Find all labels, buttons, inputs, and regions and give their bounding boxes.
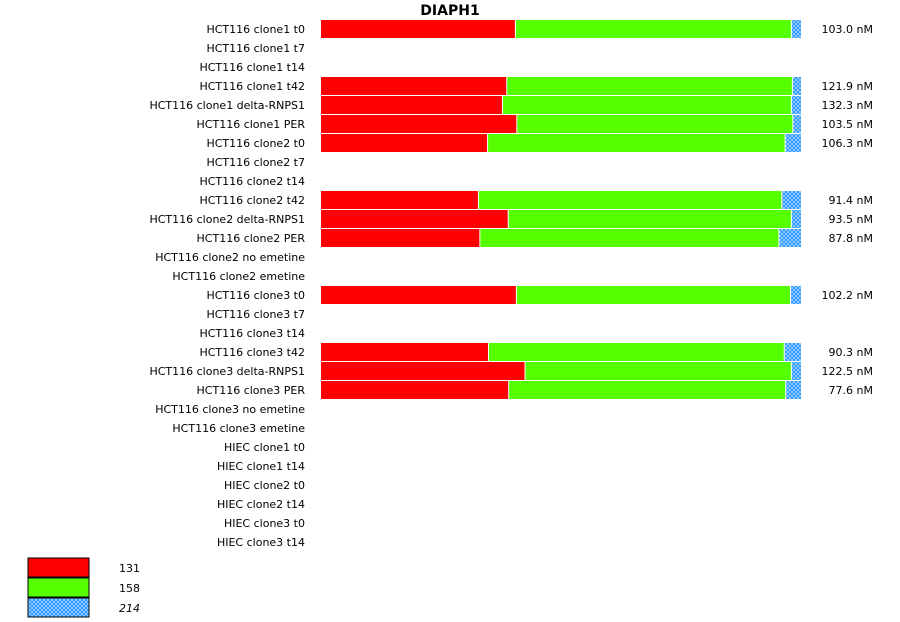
legend-swatch-131 <box>27 557 90 578</box>
bar-segment-131-hct116-clone1-t0 <box>321 20 516 38</box>
bar-segment-131-hct116-clone3-t0 <box>321 286 517 304</box>
bar-segment-158-hct116-clone2-t0 <box>487 134 786 152</box>
row-total-hct116-clone3-per: 77.6 nM <box>829 384 873 397</box>
bar-segment-158-hct116-clone1-per <box>516 115 793 133</box>
bar-segment-131-hct116-clone1-delta-rnps1 <box>321 96 503 114</box>
bar-segment-158-hct116-clone1-delta-rnps1 <box>502 96 792 114</box>
row-total-hct116-clone1-per: 103.5 nM <box>822 118 873 131</box>
row-label-hct116-clone1-t7: HCT116 clone1 t7 <box>206 42 305 55</box>
bar-segment-214-hct116-clone3-delta-rnps1 <box>791 362 801 380</box>
row-total-hct116-clone2-delta-rnps1: 93.5 nM <box>829 213 873 226</box>
row-label-hct116-clone2-per: HCT116 clone2 PER <box>197 232 306 245</box>
row-label-hct116-clone3-t14: HCT116 clone3 t14 <box>199 327 305 340</box>
bar-segment-214-hct116-clone2-per <box>778 229 801 247</box>
row-total-hct116-clone3-t0: 102.2 nM <box>822 289 873 302</box>
bar-segment-158-hct116-clone3-delta-rnps1 <box>525 362 792 380</box>
row-label-hct116-clone3-delta-rnps1: HCT116 clone3 delta-RNPS1 <box>149 365 305 378</box>
row-label-hct116-clone2-t14: HCT116 clone2 t14 <box>199 175 305 188</box>
bar-segment-131-hct116-clone3-delta-rnps1 <box>321 362 525 380</box>
chart-legend: 131 158 214 <box>27 557 140 618</box>
row-label-hct116-clone3-t0: HCT116 clone3 t0 <box>206 289 305 302</box>
row-label-hct116-clone2-emetine: HCT116 clone2 emetine <box>172 270 305 283</box>
bar-segment-158-hct116-clone1-t0 <box>515 20 792 38</box>
bar-segment-131-hct116-clone2-t0 <box>321 134 488 152</box>
legend-label-158: 158 <box>119 582 140 595</box>
bar-segment-131-hct116-clone3-t42 <box>321 343 489 361</box>
row-label-hiec-clone2-t14: HIEC clone2 t14 <box>217 498 305 511</box>
row-total-hct116-clone1-t42: 121.9 nM <box>822 80 873 93</box>
row-total-hct116-clone2-t42: 91.4 nM <box>829 194 873 207</box>
row-label-hct116-clone1-delta-rnps1: HCT116 clone1 delta-RNPS1 <box>149 99 305 112</box>
row-total-hct116-clone1-delta-rnps1: 132.3 nM <box>822 99 873 112</box>
row-label-hiec-clone3-t14: HIEC clone3 t14 <box>217 536 305 549</box>
legend-label-214: 214 <box>119 602 140 615</box>
row-label-hct116-clone2-delta-rnps1: HCT116 clone2 delta-RNPS1 <box>149 213 305 226</box>
row-label-hct116-clone2-t0: HCT116 clone2 t0 <box>206 137 305 150</box>
bar-segment-214-hct116-clone1-t42 <box>792 77 801 95</box>
row-total-hct116-clone2-per: 87.8 nM <box>829 232 873 245</box>
row-label-hct116-clone1-t0: HCT116 clone1 t0 <box>206 23 305 36</box>
bar-segment-214-hct116-clone1-delta-rnps1 <box>791 96 801 114</box>
row-label-hct116-clone3-per: HCT116 clone3 PER <box>197 384 306 397</box>
bar-segment-131-hct116-clone3-per <box>321 381 509 399</box>
row-label-hiec-clone3-t0: HIEC clone3 t0 <box>224 517 305 530</box>
bar-segment-214-hct116-clone1-t0 <box>791 20 801 38</box>
row-label-hct116-clone2-no-emetine: HCT116 clone2 no emetine <box>155 251 305 264</box>
row-label-hiec-clone1-t14: HIEC clone1 t14 <box>217 460 305 473</box>
bar-segment-158-hct116-clone1-t42 <box>506 77 793 95</box>
legend-swatch-158 <box>27 577 90 598</box>
row-label-hct116-clone2-t42: HCT116 clone2 t42 <box>199 194 305 207</box>
chart-title: DIAPH1 <box>420 3 479 19</box>
chart-rows: HCT116 clone1 t0 103.0 nM HCT116 clone1 t7… <box>149 20 873 549</box>
bar-segment-214-hct116-clone3-per <box>785 381 801 399</box>
row-label-hct116-clone3-no-emetine: HCT116 clone3 no emetine <box>155 403 305 416</box>
bar-segment-158-hct116-clone2-per <box>479 229 779 247</box>
bar-segment-131-hct116-clone2-delta-rnps1 <box>321 210 509 228</box>
row-label-hiec-clone2-t0: HIEC clone2 t0 <box>224 479 305 492</box>
bar-segment-158-hct116-clone3-t42 <box>488 343 785 361</box>
row-label-hct116-clone1-t42: HCT116 clone1 t42 <box>199 80 305 93</box>
bar-segment-214-hct116-clone2-delta-rnps1 <box>791 210 801 228</box>
row-label-hct116-clone3-t7: HCT116 clone3 t7 <box>206 308 305 321</box>
row-label-hct116-clone1-t14: HCT116 clone1 t14 <box>199 61 305 74</box>
bar-segment-214-hct116-clone1-per <box>792 115 801 133</box>
legend-label-131: 131 <box>119 562 140 575</box>
bar-segment-131-hct116-clone2-t42 <box>321 191 479 209</box>
legend-swatch-214 <box>27 597 90 618</box>
bar-segment-214-hct116-clone3-t42 <box>784 343 801 361</box>
bar-segment-158-hct116-clone3-per <box>508 381 786 399</box>
row-label-hct116-clone2-t7: HCT116 clone2 t7 <box>206 156 305 169</box>
row-total-hct116-clone3-delta-rnps1: 122.5 nM <box>822 365 873 378</box>
bar-segment-158-hct116-clone3-t0 <box>516 286 791 304</box>
row-label-hiec-clone1-t0: HIEC clone1 t0 <box>224 441 305 454</box>
bar-segment-214-hct116-clone2-t42 <box>781 191 801 209</box>
bar-segment-158-hct116-clone2-delta-rnps1 <box>508 210 792 228</box>
bar-segment-131-hct116-clone1-per <box>321 115 517 133</box>
row-total-hct116-clone2-t0: 106.3 nM <box>822 137 873 150</box>
row-total-hct116-clone1-t0: 103.0 nM <box>822 23 873 36</box>
row-label-hct116-clone1-per: HCT116 clone1 PER <box>197 118 306 131</box>
bar-segment-214-hct116-clone2-t0 <box>785 134 801 152</box>
bar-segment-214-hct116-clone3-t0 <box>790 286 801 304</box>
row-label-hct116-clone3-emetine: HCT116 clone3 emetine <box>172 422 305 435</box>
row-total-hct116-clone3-t42: 90.3 nM <box>829 346 873 359</box>
bar-segment-131-hct116-clone2-per <box>321 229 480 247</box>
row-label-hct116-clone3-t42: HCT116 clone3 t42 <box>199 346 305 359</box>
bar-segment-158-hct116-clone2-t42 <box>478 191 782 209</box>
bar-segment-131-hct116-clone1-t42 <box>321 77 507 95</box>
